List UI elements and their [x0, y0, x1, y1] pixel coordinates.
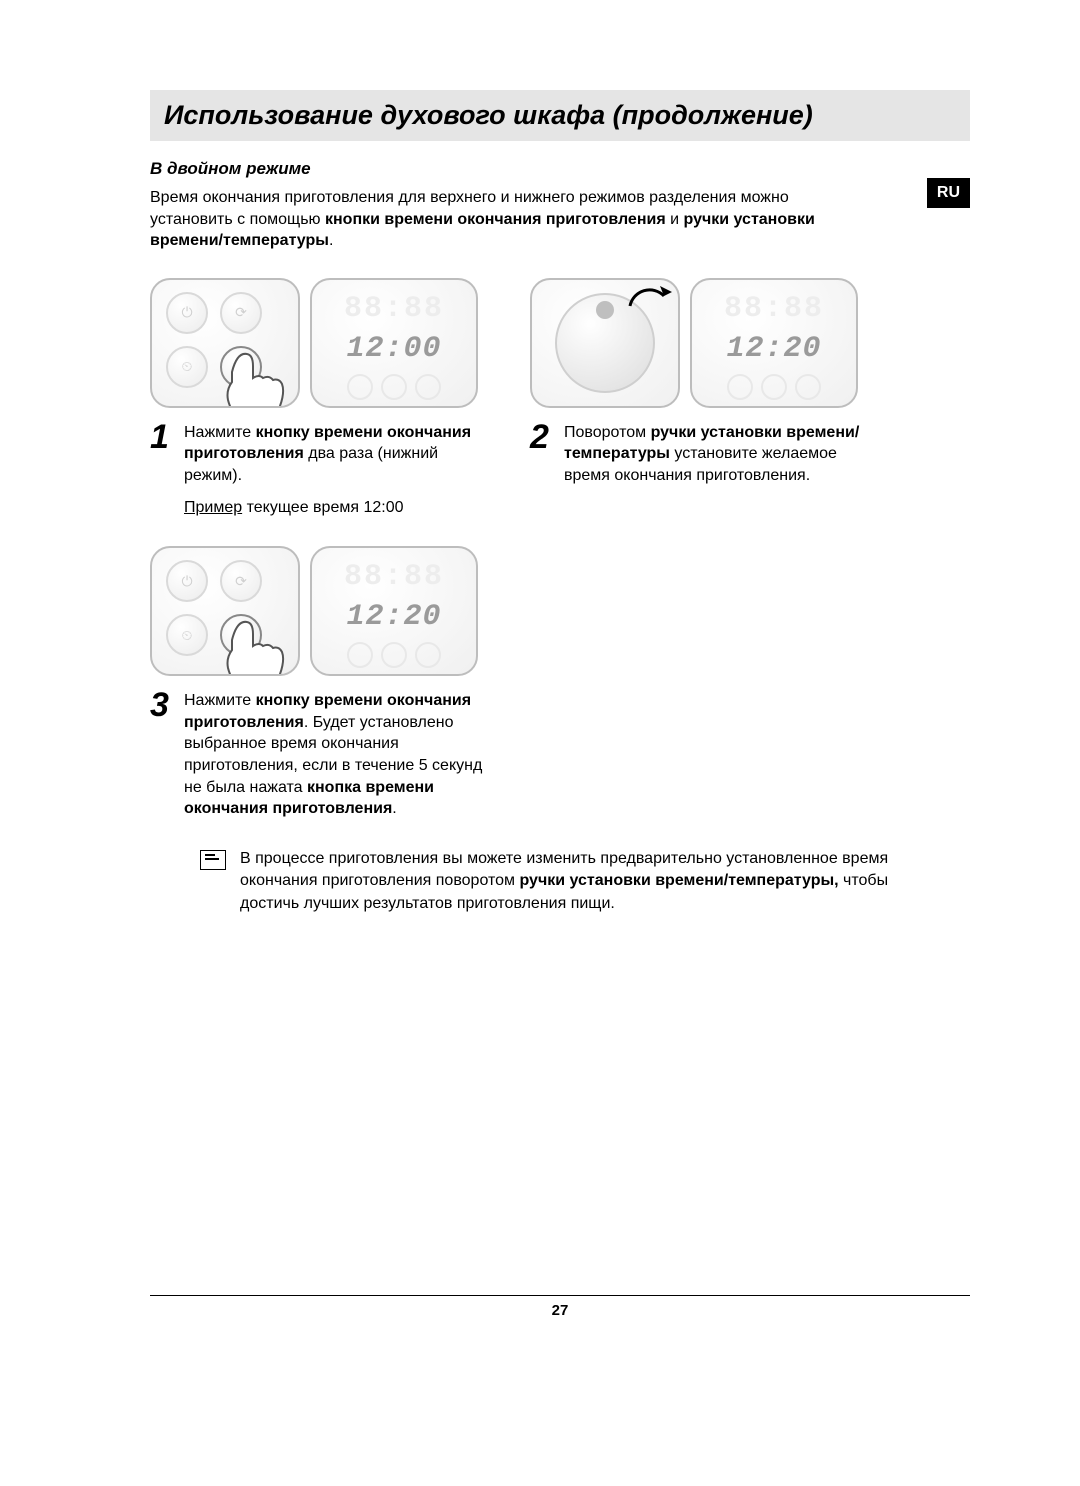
lcd-time-value: 12:20 [312, 600, 476, 634]
steps-row-1: ⏻ ⟳ ⏲ →| 88:88 12:00 1 Нажмите кнопк [150, 278, 970, 518]
end-time-button-icon: →| [220, 346, 262, 388]
page-number: 27 [552, 1302, 569, 1319]
panel-button-icon: ⏲ [166, 346, 208, 388]
step-text-span: Нажмите [184, 424, 256, 441]
lcd-ghost-digits: 88:88 [692, 292, 856, 326]
lcd-ghost-digits: 88:88 [312, 560, 476, 594]
step-1-text: 1 Нажмите кнопку времени окончания приго… [150, 422, 490, 518]
steps-row-2: ⏻ ⟳ ⏲ →| 88:88 12:20 3 Нажмите кнопк [150, 546, 970, 820]
step-number: 1 [150, 422, 176, 518]
note-block: В процессе приготовления вы можете измен… [150, 848, 970, 915]
step-3-text: 3 Нажмите кнопку времени окончания приго… [150, 690, 490, 820]
panel-button-icon: ⟳ [220, 560, 262, 602]
lcd-display-panel: 88:88 12:20 [310, 546, 478, 676]
manual-page: Использование духового шкафа (продолжени… [0, 0, 1080, 1379]
panel-button-icon: ⏻ [166, 560, 208, 602]
step-1-example: Пример текущее время 12:00 [184, 497, 490, 519]
section-subheading: В двойном режиме [150, 159, 970, 179]
page-footer: 27 [150, 1295, 970, 1319]
rotate-arrow-icon [622, 276, 672, 326]
intro-text: . [329, 232, 333, 249]
note-icon [200, 850, 226, 870]
step-number: 2 [530, 422, 556, 487]
lcd-ghost-digits: 88:88 [312, 292, 476, 326]
note-text: В процессе приготовления вы можете измен… [240, 848, 940, 915]
step-1-illustration: ⏻ ⟳ ⏲ →| 88:88 12:00 [150, 278, 490, 408]
step-body: Нажмите кнопку времени окончания пригото… [184, 422, 490, 518]
control-panel-buttons: ⏻ ⟳ ⏲ →| [150, 278, 300, 408]
panel-button-icon: ⏻ [166, 292, 208, 334]
page-title: Использование духового шкафа (продолжени… [164, 100, 956, 131]
lcd-mode-icons [692, 374, 856, 400]
step-text-span: Поворотом [564, 424, 651, 441]
step-3-illustration: ⏻ ⟳ ⏲ →| 88:88 12:20 [150, 546, 490, 676]
example-label: Пример [184, 499, 242, 516]
step-1: ⏻ ⟳ ⏲ →| 88:88 12:00 1 Нажмите кнопк [150, 278, 490, 518]
panel-button-icon: ⏲ [166, 614, 208, 656]
step-3: ⏻ ⟳ ⏲ →| 88:88 12:20 3 Нажмите кнопк [150, 546, 490, 820]
intro-text: и [666, 211, 684, 228]
step-body: Нажмите кнопку времени окончания пригото… [184, 690, 490, 820]
dial-panel [530, 278, 680, 408]
step-text-span: . [392, 800, 396, 817]
step-2-illustration: 88:88 12:20 [530, 278, 870, 408]
end-time-button-icon: →| [220, 614, 262, 656]
lcd-time-value: 12:00 [312, 332, 476, 366]
step-body: Поворотом ручки установки времени/темпер… [564, 422, 870, 487]
lcd-time-value: 12:20 [692, 332, 856, 366]
step-2-text: 2 Поворотом ручки установки времени/темп… [530, 422, 870, 487]
note-bold: ручки установки времени/температуры, [519, 872, 838, 889]
control-panel-buttons: ⏻ ⟳ ⏲ →| [150, 546, 300, 676]
intro-bold: кнопки времени окончания приготовления [325, 211, 666, 228]
page-title-bar: Использование духового шкафа (продолжени… [150, 90, 970, 141]
lcd-display-panel: 88:88 12:20 [690, 278, 858, 408]
lcd-mode-icons [312, 374, 476, 400]
panel-button-icon: ⟳ [220, 292, 262, 334]
step-2: 88:88 12:20 2 Поворотом ручки установки … [530, 278, 870, 518]
lcd-mode-icons [312, 642, 476, 668]
intro-paragraph: Время окончания приготовления для верхне… [150, 187, 850, 252]
language-badge: RU [927, 178, 970, 208]
step-number: 3 [150, 690, 176, 820]
step-text-span: Нажмите [184, 692, 256, 709]
lcd-display-panel: 88:88 12:00 [310, 278, 478, 408]
example-text: текущее время 12:00 [242, 499, 403, 516]
